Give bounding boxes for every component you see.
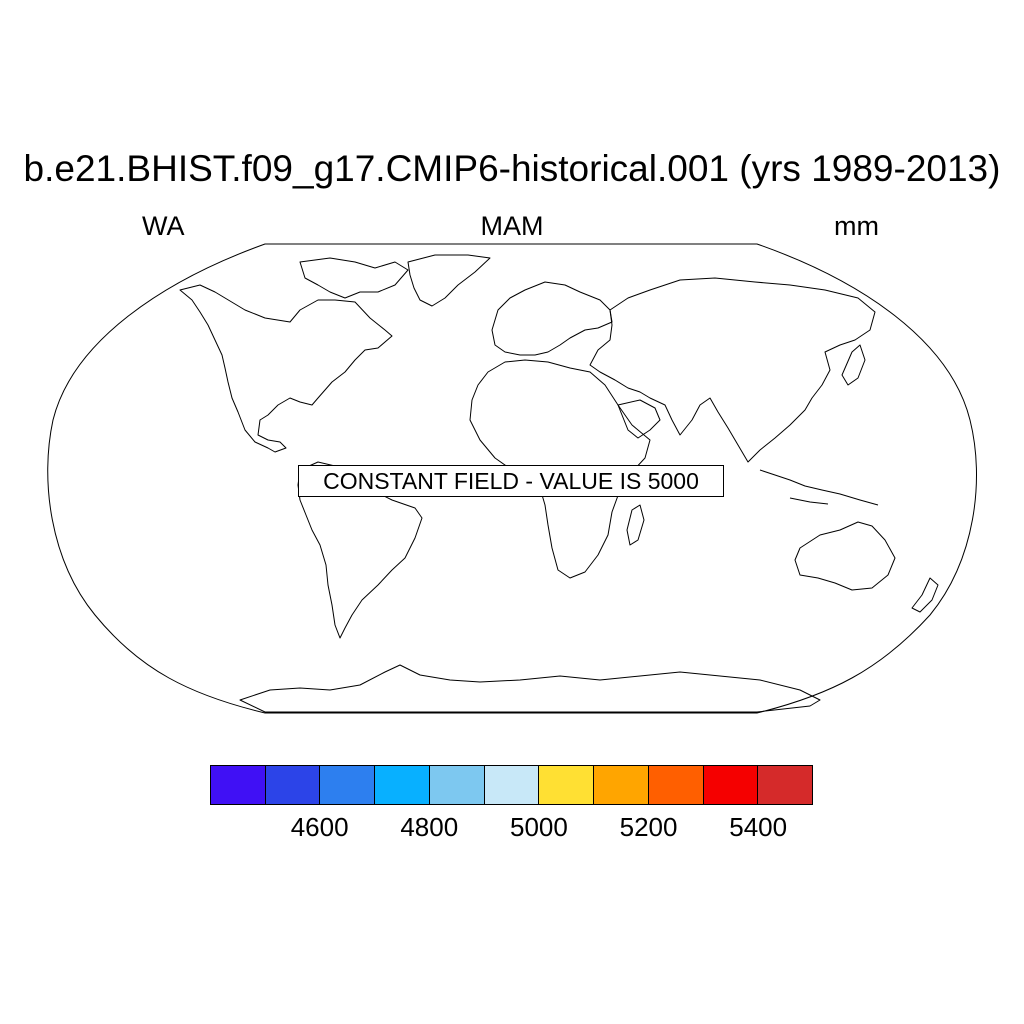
colorbar-segment-6 [484, 766, 540, 804]
colorbar-segment-10 [703, 766, 759, 804]
colorbar-segment-3 [320, 766, 376, 804]
indonesia-outline [759, 469, 879, 506]
north-america-outline [179, 284, 393, 453]
colorbar-segment-2 [265, 766, 321, 804]
europe-outline [491, 281, 613, 356]
colorbar-tick-label: 4800 [400, 812, 459, 842]
colorbar [210, 765, 813, 805]
arabia-outline [617, 399, 661, 439]
antarctica-outline [239, 664, 821, 713]
colorbar-segment-11 [758, 766, 813, 804]
japan-outline [841, 344, 866, 386]
new-zealand-outline [911, 577, 939, 613]
variable-label: WA [142, 211, 185, 241]
plot-title: b.e21.BHIST.f09_g17.CMIP6-historical.001… [23, 148, 1001, 189]
madagascar-outline [626, 504, 645, 546]
colorbar-segment-1 [211, 766, 266, 804]
constant-field-message: CONSTANT FIELD - VALUE IS 5000 [298, 465, 724, 497]
colorbar-ticks: 4600 4800 5000 5200 5400 [0, 812, 1024, 848]
greenland-outline [407, 254, 491, 307]
colorbar-tick-label: 5400 [729, 812, 788, 842]
africa-outline [469, 359, 651, 579]
colorbar-tick-label: 5200 [619, 812, 678, 842]
colorbar-segment-7 [539, 766, 595, 804]
asia-outline [589, 277, 876, 463]
units-label: mm [834, 211, 879, 241]
map-frame [47, 243, 977, 714]
colorbar-segment-5 [429, 766, 485, 804]
colorbar-segment-8 [594, 766, 649, 804]
colorbar-segment-4 [375, 766, 430, 804]
arctic-islands-outline [299, 257, 409, 299]
season-label: MAM [480, 211, 544, 241]
colorbar-tick-label: 5000 [509, 812, 568, 842]
australia-outline [794, 521, 896, 591]
colorbar-segment-9 [648, 766, 704, 804]
colorbar-tick-label: 4600 [290, 812, 349, 842]
